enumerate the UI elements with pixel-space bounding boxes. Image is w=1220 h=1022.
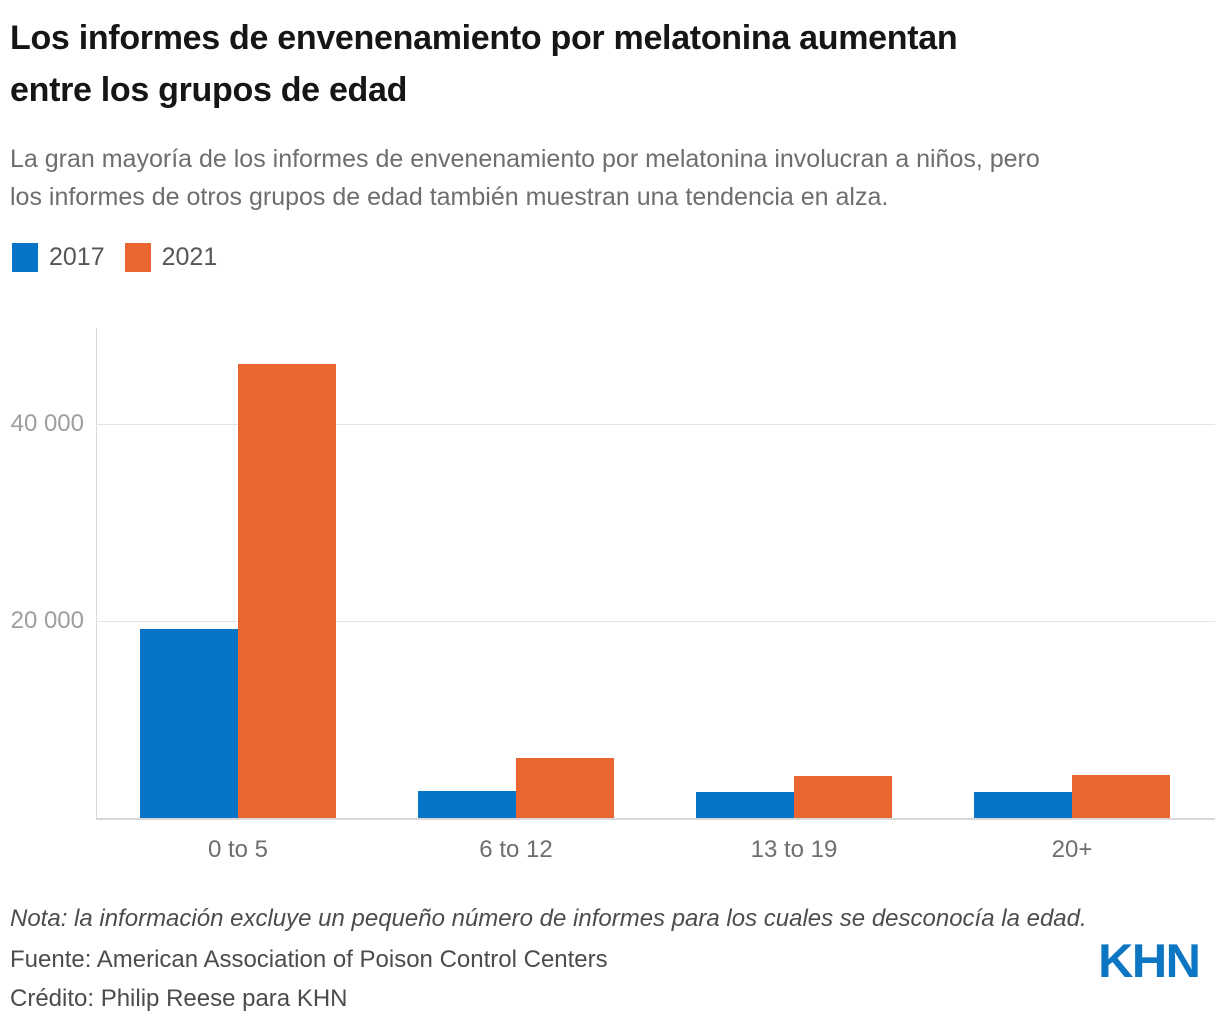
bar-2017-20+: [974, 792, 1072, 818]
y-axis-tick-label: 40 000: [10, 410, 84, 437]
legend-label: 2021: [161, 243, 218, 271]
category-label-0-to-5: 0 to 5: [207, 836, 269, 863]
gridline-40000: [96, 424, 1215, 425]
page-title-line-1: Los informes de envenenamiento por melat…: [10, 19, 958, 57]
page-subtitle-line-2: los informes de otros grupos de edad tam…: [10, 183, 889, 211]
bar-2021-0-to-5: [238, 364, 336, 818]
chart-credit: Crédito: Philip Reese para KHN: [10, 985, 348, 1012]
legend-item-2021: 2021: [124, 243, 218, 272]
legend-swatch-2017: [12, 243, 38, 272]
bar-2017-13-to-19: [696, 792, 794, 818]
category-label-13-to-19: 13 to 19: [750, 836, 838, 863]
page-title-line-2: entre los grupos de edad: [10, 71, 408, 109]
chart-legend: 2017 2021: [12, 243, 217, 272]
page-subtitle-line-1: La gran mayoría de los informes de enven…: [10, 145, 1040, 173]
gridline-20000: [96, 621, 1215, 622]
bar-2021-13-to-19: [794, 776, 892, 818]
chart-note: Nota: la información excluye un pequeño …: [10, 905, 1087, 932]
bar-2017-0-to-5: [140, 629, 238, 818]
legend-swatch-2021: [124, 243, 151, 272]
y-axis-line: [96, 328, 97, 818]
x-axis-baseline: [96, 818, 1215, 820]
bar-2021-6-to-12: [516, 758, 614, 818]
category-label-20+: 20+: [1051, 836, 1093, 863]
bar-2017-6-to-12: [418, 791, 516, 818]
page-title: Los informes de envenenamiento por melat…: [10, 12, 1190, 116]
bar-2021-20+: [1072, 775, 1170, 818]
y-axis-tick-label: 20 000: [10, 607, 84, 634]
page-subtitle: La gran mayoría de los informes de enven…: [10, 140, 1200, 216]
legend-item-2017: 2017: [12, 243, 105, 272]
category-label-6-to-12: 6 to 12: [479, 836, 553, 863]
chart-source: Fuente: American Association of Poison C…: [10, 946, 608, 973]
legend-label: 2017: [49, 243, 105, 271]
khn-logo: KHN: [1097, 934, 1201, 987]
